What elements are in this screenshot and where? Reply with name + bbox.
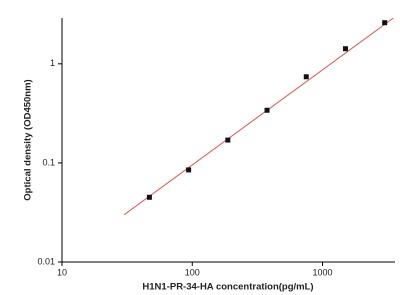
x-axis-title: H1N1-PR-34-HA concentration(pg/mL) [142,282,313,293]
fit-line [123,17,394,216]
data-point [225,137,231,143]
data-point [382,20,388,26]
y-tick-label: 0.1 [42,157,55,167]
data-point [146,194,152,200]
y-axis-title: Optical density (OD450nm) [23,79,34,200]
x-tick-label: 100 [185,267,200,277]
x-tick-label: 10 [57,267,67,277]
data-point [303,74,309,80]
y-tick-label: 0.01 [37,256,55,266]
x-tick-label: 1000 [313,267,333,277]
data-point [342,46,348,52]
data-point [264,107,270,113]
data-point [186,167,192,173]
y-tick-label: 1 [50,58,55,68]
